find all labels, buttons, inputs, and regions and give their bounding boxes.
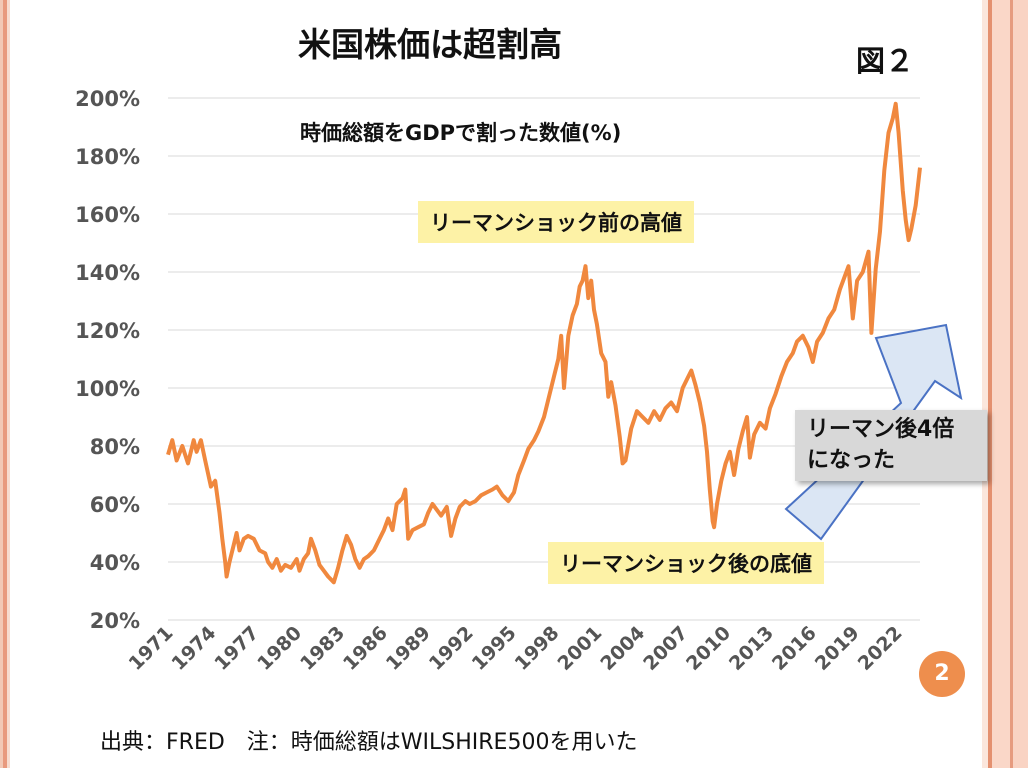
x-tick-label: 2019 [811, 622, 864, 675]
left-frame-border [0, 0, 10, 768]
y-tick-label: 40% [90, 551, 140, 575]
x-tick-label: 2022 [854, 622, 907, 675]
page-number-badge: 2 [919, 651, 965, 697]
x-tick-label: 1974 [167, 622, 220, 675]
x-axis-ticks: 1971197419771980198319861989199219951998… [125, 622, 907, 675]
x-tick-label: 2010 [682, 622, 735, 675]
x-tick-label: 1983 [296, 622, 349, 675]
x-tick-label: 1980 [253, 622, 306, 675]
y-axis-ticks: 20% 40% 60% 80% 100% 120% 140% 160% 180% 200% [75, 87, 140, 633]
callout-growth-line2: になった [807, 448, 896, 473]
x-tick-label: 2016 [768, 622, 821, 675]
chart-subtitle: 時価総額をGDPで割った数値(%) [300, 121, 622, 145]
page-title: 米国株価は超割高 [298, 25, 562, 64]
y-tick-label: 80% [90, 435, 140, 459]
y-tick-label: 20% [90, 609, 140, 633]
callout-peak: リーマンショック前の高値 [418, 201, 694, 243]
source-note: 出典：FRED 注：時価総額はWILSHIRE500を用いた [100, 730, 638, 755]
right-frame-border [982, 0, 1028, 768]
callout-growth: リーマン後4倍 になった [795, 410, 987, 481]
series-line [166, 101, 922, 585]
y-tick-label: 120% [75, 319, 140, 343]
x-tick-label: 2001 [553, 622, 606, 675]
x-tick-label: 1992 [425, 622, 478, 675]
series-group [166, 101, 922, 585]
y-tick-label: 140% [75, 261, 140, 285]
x-tick-label: 2007 [639, 622, 692, 675]
callout-bottom: リーマンショック後の底値 [548, 542, 824, 584]
y-tick-label: 200% [75, 87, 140, 111]
x-tick-label: 1998 [511, 622, 564, 675]
x-tick-label: 1977 [210, 622, 263, 675]
y-tick-label: 60% [90, 493, 140, 517]
x-tick-label: 2013 [725, 622, 778, 675]
x-tick-label: 1986 [339, 622, 392, 675]
y-tick-label: 100% [75, 377, 140, 401]
y-tick-label: 180% [75, 145, 140, 169]
x-tick-label: 1995 [468, 622, 521, 675]
callout-growth-line1: リーマン後4倍 [807, 417, 955, 442]
x-tick-label: 2004 [596, 622, 649, 675]
x-tick-label: 1989 [382, 622, 435, 675]
y-tick-label: 160% [75, 203, 140, 227]
figure-label: 図２ [856, 44, 915, 78]
